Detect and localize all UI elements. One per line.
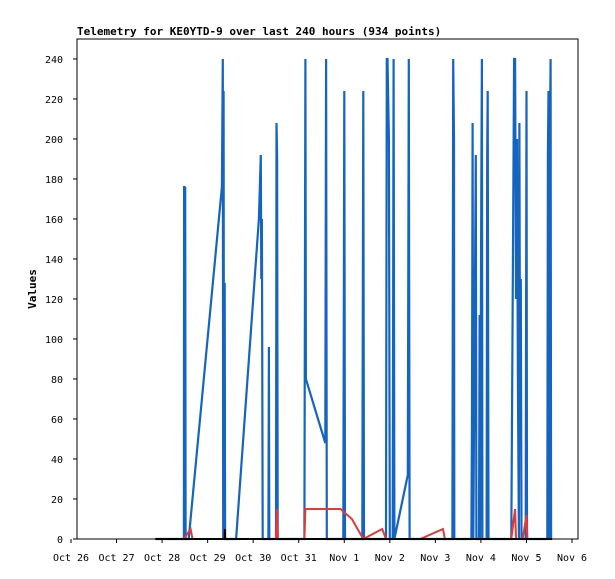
x-tick-label: Oct 31 bbox=[281, 553, 317, 564]
y-axis-label: Values bbox=[26, 269, 39, 309]
x-tick-label: Nov 2 bbox=[375, 553, 405, 564]
x-tick-label: Oct 30 bbox=[235, 553, 271, 564]
x-tick-label: Oct 29 bbox=[190, 553, 226, 564]
x-tick-label: Oct 28 bbox=[144, 553, 180, 564]
y-tick-label: 80 bbox=[51, 375, 63, 386]
y-tick-label: 40 bbox=[51, 455, 63, 466]
y-tick-label: 140 bbox=[45, 255, 63, 266]
y-tick-label: 0 bbox=[57, 535, 63, 546]
y-tick-label: 180 bbox=[45, 175, 63, 186]
y-tick-label: 20 bbox=[51, 495, 63, 506]
y-tick-label: 120 bbox=[45, 295, 63, 306]
y-tick-label: 200 bbox=[45, 135, 63, 146]
y-tick-label: 220 bbox=[45, 95, 63, 106]
x-tick-label: Nov 6 bbox=[557, 553, 587, 564]
y-tick-label: 100 bbox=[45, 335, 63, 346]
y-tick-label: 240 bbox=[45, 55, 63, 66]
x-tick-label: Nov 4 bbox=[466, 553, 496, 564]
chart-title: Telemetry for KE0YTD-9 over last 240 hou… bbox=[77, 25, 441, 38]
series-layer bbox=[155, 57, 553, 541]
y-tick-label: 160 bbox=[45, 215, 63, 226]
x-tick-label: Nov 5 bbox=[511, 553, 541, 564]
x-tick-label: Nov 3 bbox=[420, 553, 450, 564]
series-line bbox=[155, 528, 553, 540]
y-tick-label: 60 bbox=[51, 415, 63, 426]
x-tick-label: Nov 1 bbox=[329, 553, 359, 564]
x-axis: Oct 26 Oct 27 Oct 28 Oct 29 Oct 30 Oct 31 Nov … bbox=[53, 539, 587, 564]
x-tick-label: Oct 26 bbox=[53, 553, 89, 564]
x-tick-label: Oct 27 bbox=[98, 553, 134, 564]
y-axis: 0 20 40 60 80 100 120 140 160 180 200 220 240 bbox=[45, 55, 77, 546]
